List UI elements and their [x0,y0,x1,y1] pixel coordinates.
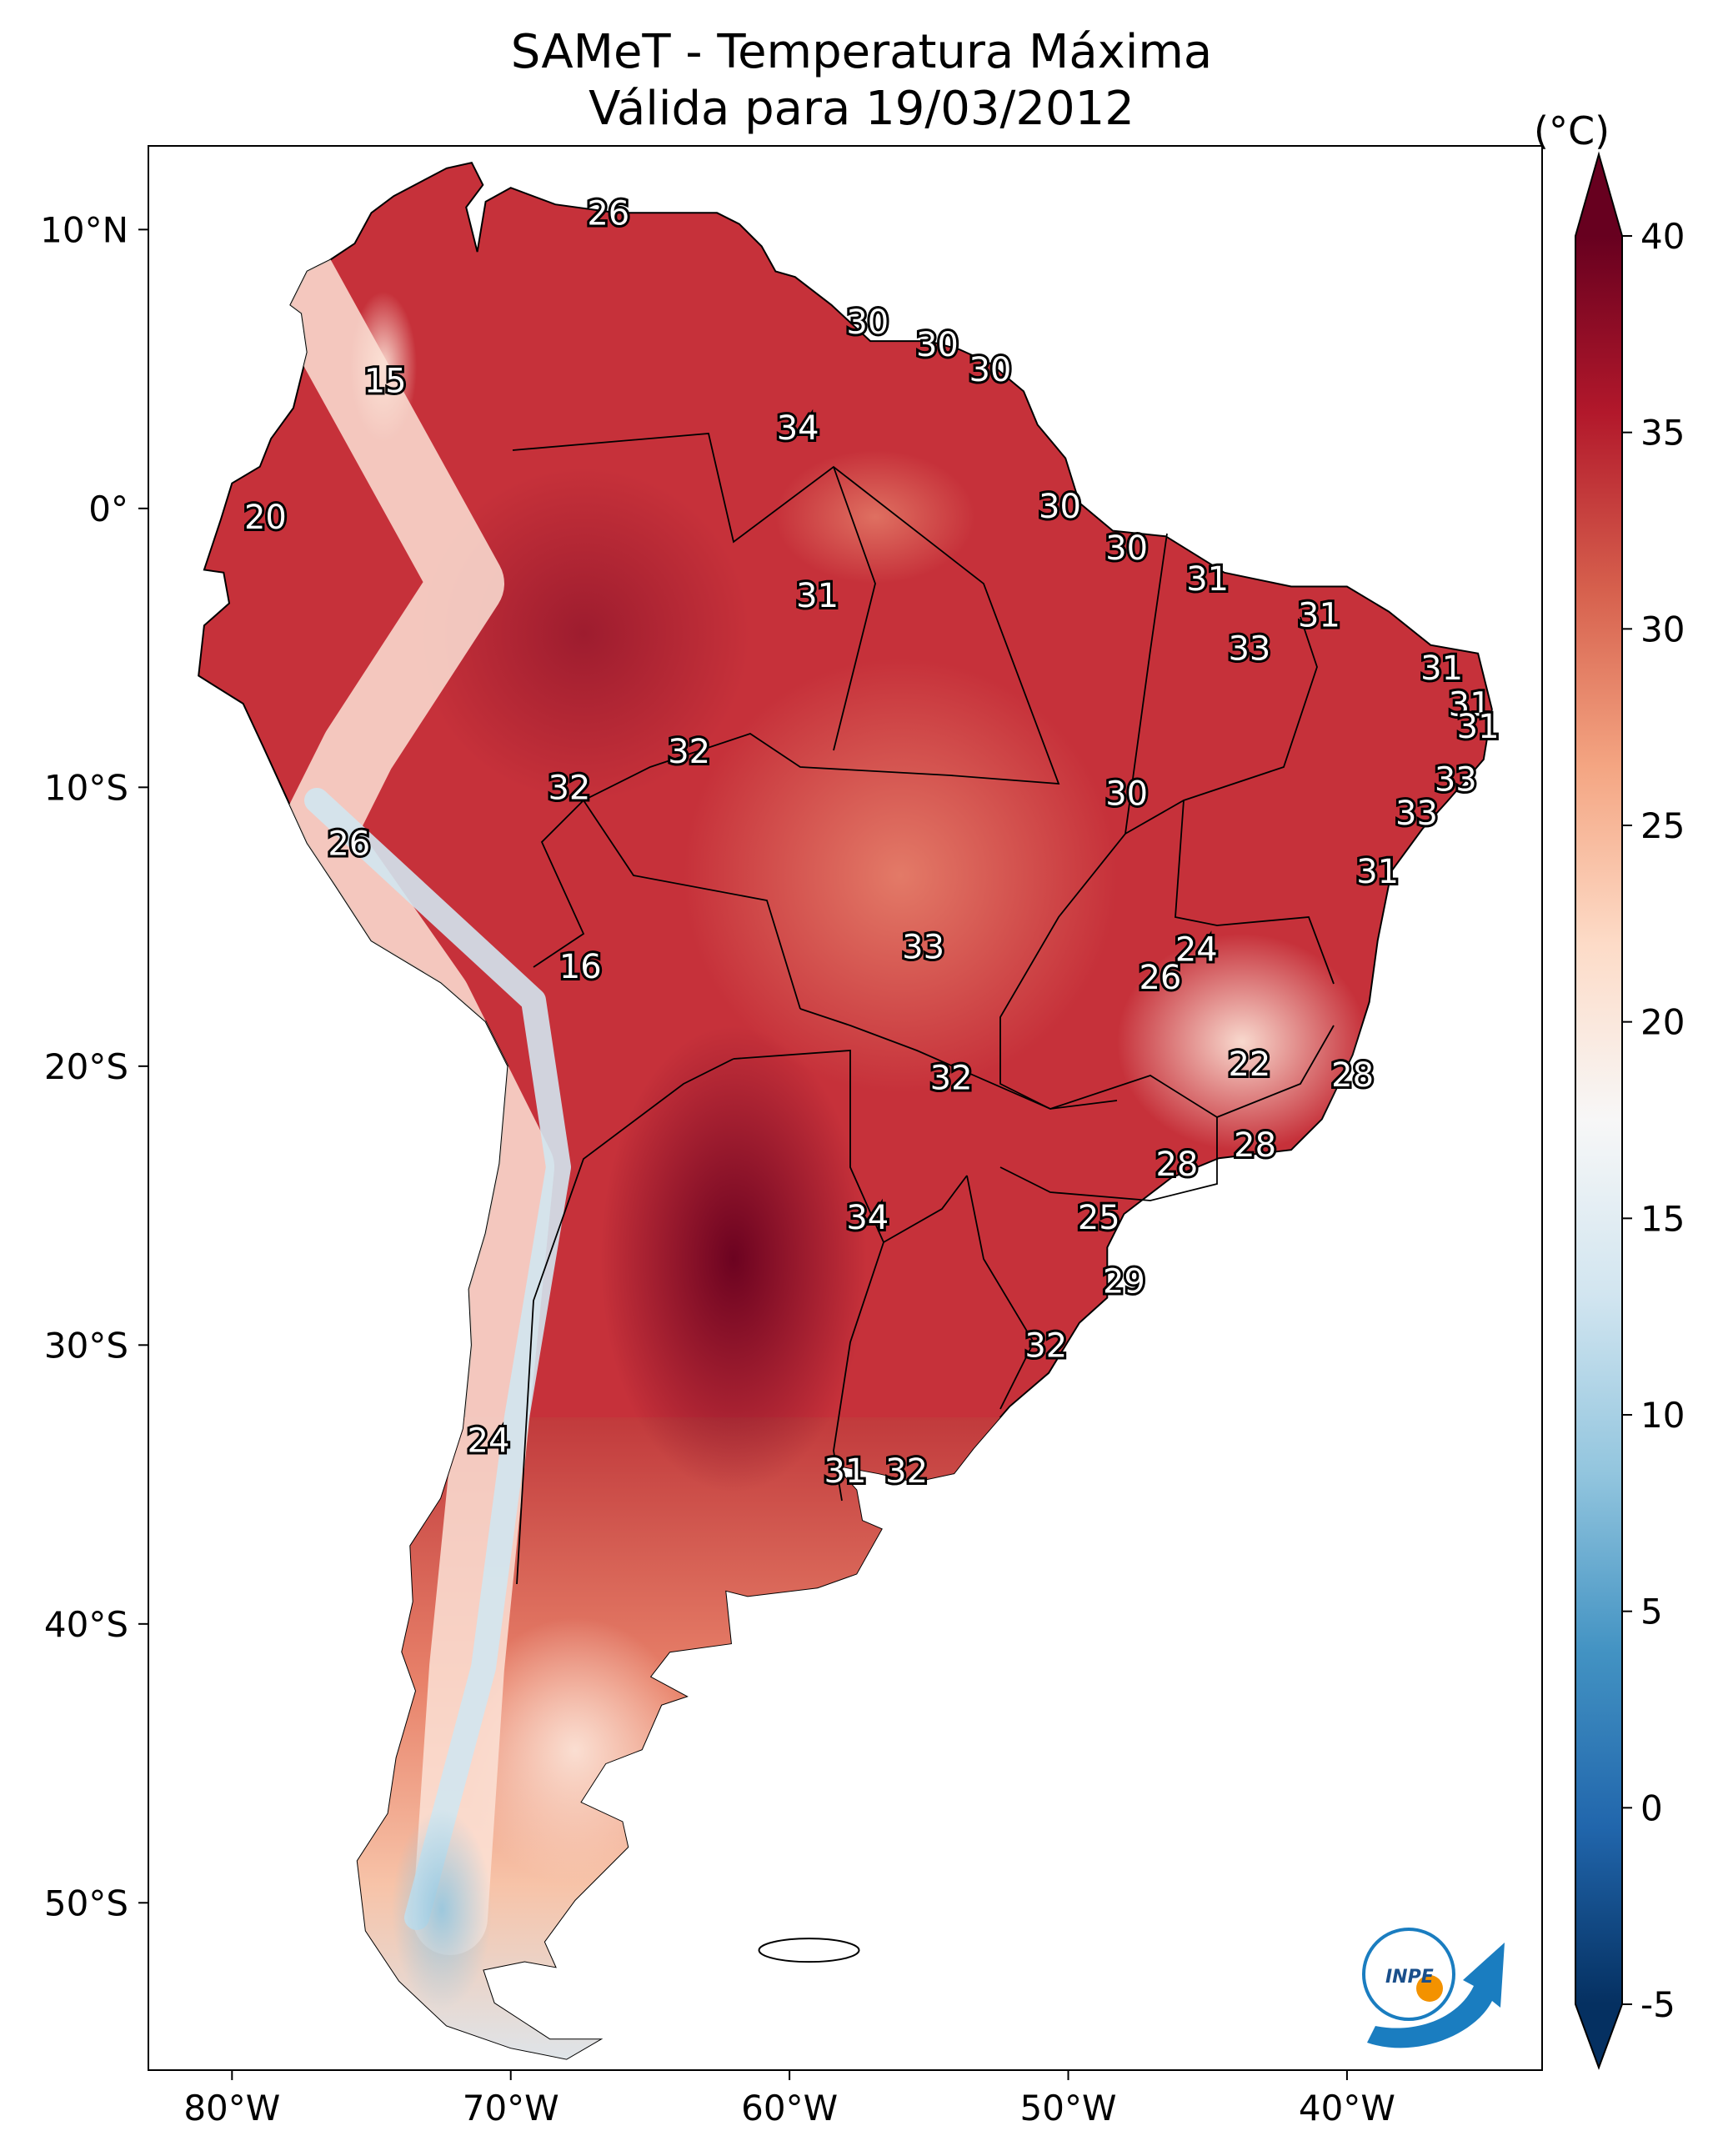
temperature-label: 31 [1186,560,1229,599]
logo-sun-icon [1416,1975,1443,2002]
temperature-label: 28 [1331,1056,1374,1095]
longitude-tick-label: 50°W [1020,2088,1117,2128]
temperature-label: 15 [364,362,407,400]
temperature-label: 26 [328,825,370,864]
temperature-label: 30 [916,326,959,364]
latitude-tick-label: 50°S [44,1883,128,1923]
temperature-label: 24 [1175,931,1218,970]
temperature-label: 31 [1298,596,1340,634]
temperature-label: 30 [1039,488,1081,526]
map-subtitle: Válida para 19/03/2012 [589,82,1134,136]
temperature-label: 32 [548,770,590,808]
logo-orbit-icon [1362,1928,1455,2021]
longitude-axis: 80°W 70°W 60°W 50°W 40°W [183,2070,1395,2128]
temperature-label: 32 [930,1060,973,1098]
latitude-tick-label: 10°S [44,767,128,808]
temperature-label: 32 [668,733,710,771]
longitude-tick-label: 70°W [463,2088,559,2128]
temperature-label: 26 [1139,959,1181,997]
logo-text: INPE [1385,1967,1434,1988]
colorbar-gradient [1575,236,1622,2004]
colorbar-tick-label: 25 [1640,805,1685,846]
temperature-label: 30 [1105,529,1148,568]
temperature-label: 30 [846,303,889,342]
colorbar-extend-max [1575,154,1622,236]
colorbar-tick-label: 15 [1640,1198,1685,1239]
temperature-label: 31 [1449,685,1491,724]
inpe-logo: INPE [1362,1928,1505,2048]
temperature-label: 26 [587,195,629,233]
temperature-label: 34 [777,409,819,448]
temperature-label: 34 [846,1199,889,1237]
temperature-label: 25 [1078,1199,1120,1237]
falkland-islands [758,1938,860,1963]
longitude-tick-label: 80°W [183,2088,280,2128]
colorbar-tick-label: 40 [1640,216,1685,257]
temperature-label: 31 [1356,853,1399,891]
colorbar-tick-label: 20 [1640,1002,1685,1043]
latitude-axis: 10°N 0° 10°S 20°S 30°S 40°S 50°S [40,209,148,1923]
colorbar-tick-label: 5 [1640,1592,1663,1632]
latitude-tick-label: 30°S [44,1325,128,1366]
temperature-label: 33 [1228,629,1270,668]
longitude-tick-label: 60°W [741,2088,838,2128]
temperature-label: 32 [1024,1327,1067,1366]
colorbar-unit-label: (°C) [1534,108,1610,153]
temperature-label: 33 [1395,795,1438,833]
temperature-label: 31 [1457,708,1500,746]
colorbar: 40 35 30 25 20 15 10 5 0 -5 [1575,151,1685,2070]
colorbar-tick-label: 10 [1640,1395,1685,1436]
temperature-label: 22 [1228,1045,1270,1084]
colorbar-extend-min [1575,2004,1622,2068]
temperature-label: 30 [969,351,1011,389]
temperature-label: 20 [244,499,287,537]
colorbar-tick-label: 35 [1640,413,1685,454]
temperature-label: 33 [902,928,944,966]
map-title: SAMeT - Temperatura Máxima [510,25,1213,79]
temperature-label: 28 [1234,1126,1276,1165]
temperature-label: 31 [796,577,839,615]
logo-arrow-icon [1367,1943,1505,2048]
latitude-tick-label: 10°N [40,209,128,250]
temperature-label: 24 [468,1421,510,1460]
longitude-tick-label: 40°W [1299,2088,1395,2128]
temperature-label: 28 [1155,1146,1198,1184]
colorbar-tick-label: -5 [1640,1984,1675,2025]
temperature-label: 31 [1420,649,1463,688]
temperature-label: 30 [1105,775,1148,813]
temperature-label: 32 [885,1452,928,1491]
temperature-label: 33 [1435,761,1477,800]
colorbar-tick-label: 0 [1640,1787,1663,1828]
temperature-label: 29 [1103,1263,1145,1301]
colorbar-tick-label: 30 [1640,609,1685,649]
temperature-label: 16 [559,948,602,986]
latitude-tick-label: 0° [88,489,128,529]
temperature-label: 31 [824,1452,867,1491]
latitude-tick-label: 20°S [44,1046,128,1087]
latitude-tick-label: 40°S [44,1604,128,1645]
